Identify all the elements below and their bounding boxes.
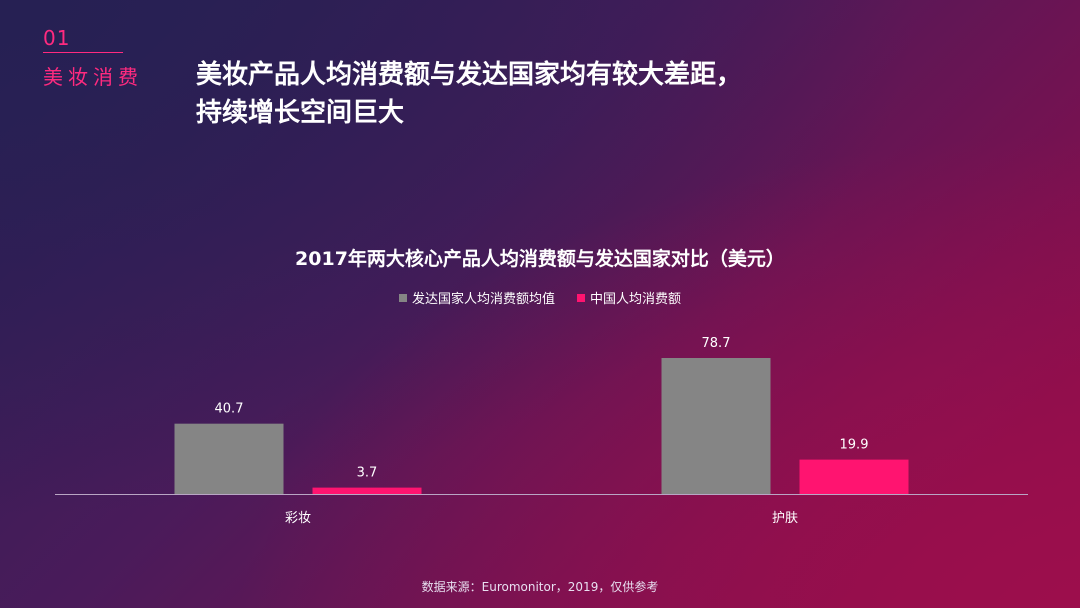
bar-developed-0 [174,423,284,494]
data-label-developed-0: 40.7 [215,402,244,417]
data-label-china-0: 3.7 [357,466,378,481]
section-number: 01 [43,26,71,50]
bar-china-0 [312,487,422,494]
legend-label-china: 中国人均消费额 [590,292,682,307]
source-note: 数据来源：Euromonitor，2019，仅供参考 [421,580,659,594]
chart-legend: 发达国家人均消费额均值 中国人均消费额 [0,288,1080,307]
page-headline: 美妆产品人均消费额与发达国家均有较大差距， 持续增长空间巨大 [196,56,896,132]
bar-developed-1 [661,358,771,494]
data-label-china-1: 19.9 [840,438,869,453]
headline-line-2: 持续增长空间巨大 [196,98,405,128]
category-label-0: 彩妆 [285,511,311,526]
bar-china-1 [799,459,909,494]
chart-title: 2017年两大核心产品人均消费额与发达国家对比（美元） [295,248,785,270]
data-label-developed-1: 78.7 [702,336,731,351]
legend-swatch-china [577,293,585,302]
category-label-1: 护肤 [772,511,798,526]
section-divider [43,52,123,53]
headline-line-1: 美妆产品人均消费额与发达国家均有较大差距， [196,60,743,90]
section-label: 美妆消费 [43,65,143,89]
legend-swatch-developed [398,293,407,302]
legend-item-china: 中国人均消费额 [577,288,681,307]
legend-item-developed: 发达国家人均消费额均值 [398,288,555,307]
legend-label-developed: 发达国家人均消费额均值 [411,292,555,307]
